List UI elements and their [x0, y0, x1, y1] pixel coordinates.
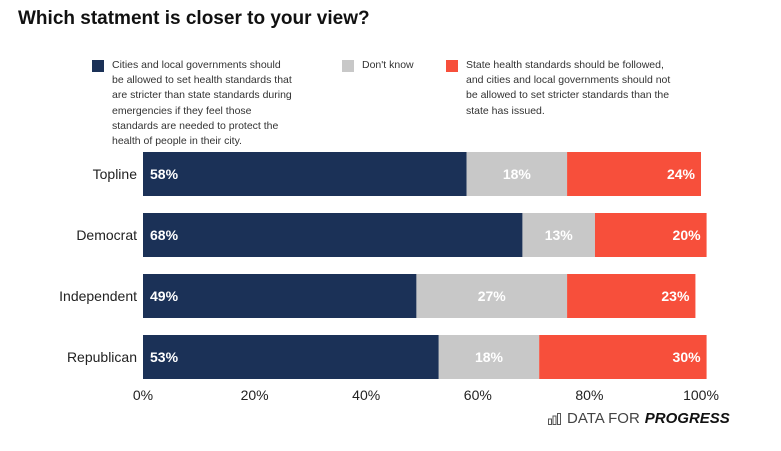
chart-title: Which statment is closer to your view? — [18, 8, 370, 29]
x-tick-label: 60% — [464, 387, 492, 403]
x-tick-label: 100% — [683, 387, 719, 403]
data-label: 58% — [150, 166, 179, 182]
category-label: Democrat — [76, 227, 137, 243]
legend-item-stricter: Cities and local governments should be a… — [92, 58, 292, 149]
data-label: 27% — [478, 288, 507, 304]
data-label: 30% — [673, 349, 702, 365]
bar-segment — [143, 274, 417, 318]
legend-item-state: State health standards should be followe… — [446, 58, 676, 119]
bar-segment — [143, 152, 467, 196]
data-label: 18% — [475, 349, 504, 365]
data-label: 23% — [661, 288, 690, 304]
legend-swatch — [342, 60, 354, 72]
bar-segment — [594, 213, 707, 257]
data-label: 18% — [503, 166, 532, 182]
legend-label: State health standards should be followe… — [466, 59, 671, 117]
x-tick-label: 40% — [352, 387, 380, 403]
bar-segment — [143, 335, 439, 379]
bar-segment — [466, 152, 568, 196]
bar-segment — [567, 274, 696, 318]
bar-segment — [438, 335, 540, 379]
bar-segment — [539, 335, 707, 379]
data-label: 53% — [150, 349, 179, 365]
legend-label: Don't know — [362, 59, 414, 71]
legend-item-dont-know: Don't know — [342, 58, 442, 73]
x-tick-label: 0% — [133, 387, 153, 403]
legend-swatch — [446, 60, 458, 72]
data-label: 49% — [150, 288, 179, 304]
category-label: Independent — [59, 288, 137, 304]
bar-segment — [567, 152, 701, 196]
x-tick-label: 80% — [575, 387, 603, 403]
data-label: 68% — [150, 227, 179, 243]
bar-chart-icon — [548, 412, 561, 425]
category-label: Republican — [67, 349, 137, 365]
data-label: 20% — [673, 227, 702, 243]
legend-label: Cities and local governments should be a… — [112, 59, 292, 148]
bar-segment — [143, 213, 523, 257]
bar-segment — [522, 213, 595, 257]
data-label: 24% — [667, 166, 696, 182]
bar-segment — [416, 274, 568, 318]
data-label: 13% — [545, 227, 574, 243]
brand-logo: DATA FOR PROGRESS — [548, 410, 730, 427]
brand-name: PROGRESS — [644, 410, 730, 427]
x-tick-label: 20% — [241, 387, 269, 403]
brand-prefix: DATA FOR — [567, 410, 640, 427]
legend-swatch — [92, 60, 104, 72]
category-label: Topline — [93, 166, 138, 182]
